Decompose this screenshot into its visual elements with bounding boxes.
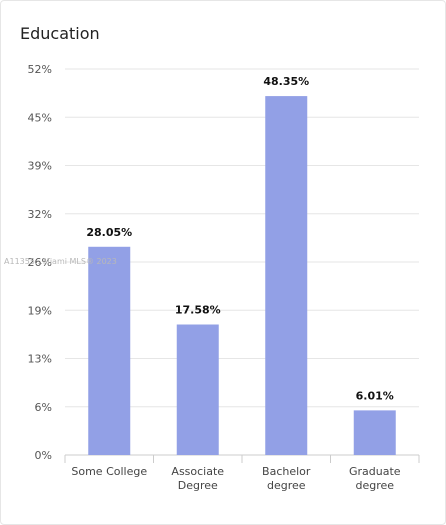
chart-title: Education	[20, 24, 100, 43]
x-tick-label: Bachelor	[262, 465, 311, 478]
bar	[88, 246, 131, 455]
x-tick-label: Associate	[171, 465, 224, 478]
bar-value-label: 17.58%	[175, 304, 221, 317]
y-tick-label: 0%	[35, 449, 52, 462]
x-tick-label: Graduate	[349, 465, 401, 478]
y-tick-label: 32%	[28, 208, 52, 221]
bar-value-label: 48.35%	[263, 75, 309, 88]
y-tick-label: 52%	[28, 63, 52, 76]
y-tick-label: 39%	[28, 160, 52, 173]
bar	[265, 96, 308, 455]
bar-value-label: 28.05%	[86, 226, 132, 239]
bar	[176, 324, 219, 455]
y-tick-label: 6%	[35, 401, 52, 414]
watermark: A11355…Miami MLS® 2023	[4, 257, 117, 266]
y-tick-label: 26%	[28, 256, 52, 269]
bar-value-label: 6.01%	[356, 389, 394, 402]
x-tick-label: Degree	[178, 479, 218, 492]
y-tick-label: 19%	[28, 304, 52, 317]
bar	[353, 410, 396, 455]
y-tick-label: 13%	[28, 353, 52, 366]
x-tick-label: Some College	[71, 465, 147, 478]
y-tick-label: 45%	[28, 111, 52, 124]
x-tick-label: degree	[355, 479, 394, 492]
x-tick-label: degree	[267, 479, 306, 492]
